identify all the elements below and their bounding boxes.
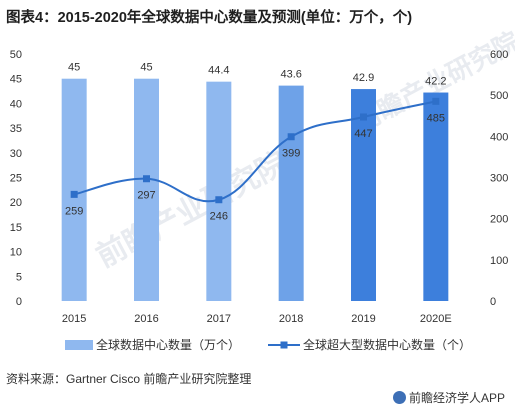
bar-value-label: 44.4: [208, 65, 229, 77]
x-axis-ticks: 2015 2016 2017 2018 2019 2020E: [62, 313, 452, 325]
line-point: [215, 196, 223, 204]
x-axis-tick-label: 2017: [207, 313, 231, 325]
bar: [423, 92, 449, 301]
brand-logo-icon: [392, 391, 406, 404]
line-point: [360, 113, 367, 121]
line-value-label: 485: [427, 112, 445, 124]
right-axis-tick-label: 0: [490, 296, 496, 308]
line-series: [70, 97, 440, 204]
line-point: [70, 190, 78, 198]
line-point: [143, 175, 150, 183]
line-value-label: 246: [210, 211, 228, 223]
legend-bar-swatch: [65, 340, 93, 350]
line-value-label: 259: [65, 205, 83, 217]
x-axis-tick-label: 2018: [279, 313, 303, 325]
chart-title: 图表4：2015-2020年全球数据中心数量及预测(单位：万个，个): [6, 10, 413, 26]
left-axis-tick-label: 40: [10, 98, 22, 110]
left-axis-tick-label: 0: [16, 296, 22, 308]
x-axis-tick-label: 2019: [351, 313, 375, 325]
brand-name: 前瞻经济学人APP: [408, 391, 505, 405]
right-axis-tick-label: 400: [490, 131, 508, 143]
bar-value-labels: 45 45 44.4 43.6 42.9 42.2: [68, 62, 447, 88]
line-value-label: 399: [282, 148, 300, 160]
legend-line-label: 全球超大型数据中心数量（个）: [303, 337, 471, 352]
x-axis-tick-label: 2015: [62, 313, 86, 325]
bar: [351, 89, 376, 301]
left-axis: 0 5 10 15 20 25 30 35 40 45 50: [10, 49, 22, 308]
right-axis-tick-label: 100: [490, 255, 508, 267]
left-axis-tick-label: 50: [10, 49, 22, 61]
bar: [278, 85, 304, 301]
line-path: [73, 100, 437, 203]
right-axis-tick-label: 600: [490, 49, 508, 61]
left-axis-tick-label: 20: [10, 197, 22, 209]
left-axis-tick-label: 45: [10, 74, 22, 86]
legend-line-marker: [280, 341, 288, 349]
bar-series: [61, 78, 449, 301]
left-axis-tick-label: 15: [10, 222, 22, 234]
bar-value-label: 42.9: [353, 72, 374, 84]
line-point: [287, 133, 295, 141]
bar: [206, 81, 232, 301]
right-axis-tick-label: 500: [490, 90, 508, 102]
left-axis-tick-label: 10: [10, 247, 22, 259]
right-axis-tick-label: 300: [490, 173, 508, 185]
line-value-label: 297: [137, 190, 155, 202]
line-point: [432, 97, 440, 105]
bar-value-label: 45: [140, 62, 152, 74]
bar-value-label: 43.6: [280, 69, 301, 81]
x-axis-tick-label: 2016: [134, 313, 158, 325]
line-value-labels: 259 297 246 399 447 485: [65, 112, 445, 222]
x-axis-tick-label: 2020E: [420, 313, 452, 325]
line-value-label: 447: [354, 128, 372, 140]
left-axis-tick-label: 30: [10, 148, 22, 160]
left-axis-tick-label: 35: [10, 123, 22, 135]
bar-value-label: 42.2: [425, 76, 446, 88]
left-axis-tick-label: 25: [10, 173, 22, 185]
left-axis-tick-label: 5: [16, 271, 22, 283]
right-axis: 0 100 200 300 400 500 600: [490, 49, 508, 308]
legend: 全球数据中心数量（万个） 全球超大型数据中心数量（个）: [65, 337, 471, 352]
bar: [61, 78, 87, 301]
right-axis-tick-label: 200: [490, 214, 508, 226]
brand-footer: 前瞻经济学人APP: [392, 389, 505, 406]
chart-svg: 0 5 10 15 20 25 30 35 40 45 50 0 100 200 300 400 500 600…: [10, 49, 509, 352]
bar-value-label: 45: [68, 62, 80, 74]
legend-bar-label: 全球数据中心数量（万个）: [96, 337, 240, 352]
bar: [134, 78, 159, 301]
source-note: 资料来源：Gartner Cisco 前瞻产业研究院整理: [6, 372, 252, 386]
